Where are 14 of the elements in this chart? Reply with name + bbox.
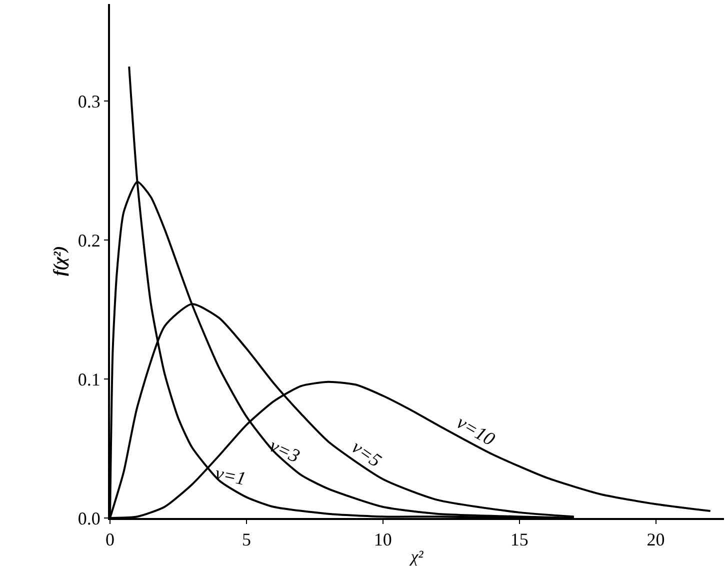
text: ν=5 bbox=[348, 436, 385, 472]
x-axis-title: χ² bbox=[408, 547, 424, 566]
x-tick-label: 0 bbox=[106, 530, 114, 550]
y-tick-label: 0.3 bbox=[78, 92, 100, 112]
text: ν=10 bbox=[452, 412, 498, 451]
x-tick-label: 20 bbox=[646, 530, 665, 550]
y-tick-label: 0.0 bbox=[78, 508, 100, 528]
y-tick-label: 0.2 bbox=[78, 230, 100, 250]
text: ν=1 bbox=[213, 463, 248, 490]
x-tick-label: 5 bbox=[242, 530, 251, 550]
y-tick-label: 0.1 bbox=[78, 369, 100, 390]
y-axis-title: f(χ²) bbox=[50, 246, 69, 276]
x-tick-label: 15 bbox=[510, 530, 528, 550]
x-tick-label: 10 bbox=[374, 530, 392, 550]
